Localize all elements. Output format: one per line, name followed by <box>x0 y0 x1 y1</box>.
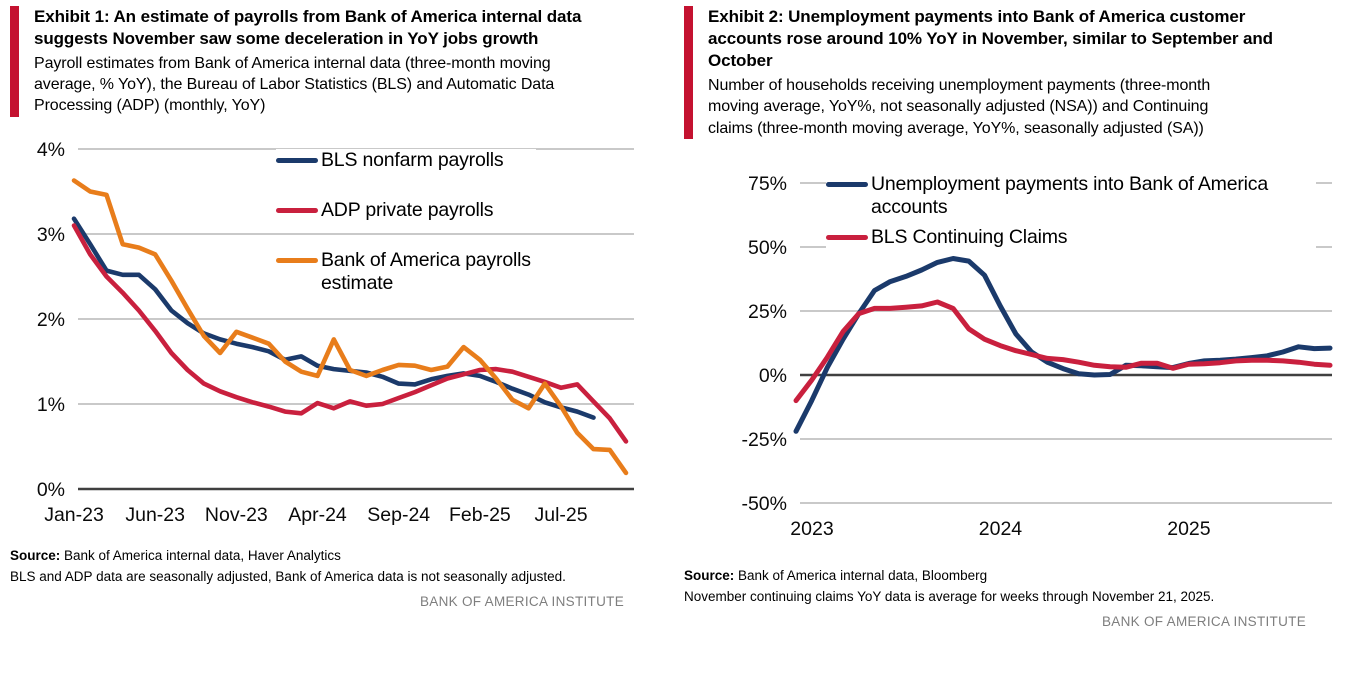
exhibit-1-subtitle: Payroll estimates from Bank of America i… <box>34 55 555 115</box>
exhibit-1-footnote: BLS and ADP data are seasonally adjusted… <box>10 569 566 585</box>
legend-label: BLS nonfarm payrolls <box>321 148 504 171</box>
exhibit-1-chart: 0% 1% 2% 3% 4% Jan-23 Jun-23 Nov-23 Apr-24 Sep-24… <box>10 137 662 529</box>
series-line-unemployment-payments-into-bank-of-america-accounts <box>793 255 1333 434</box>
exhibit-2-source-block: Source: Bank of America internal data, B… <box>684 565 1344 633</box>
series-line-bank-of-america-payrolls-estimate <box>71 177 629 475</box>
y-tick-label: 0% <box>37 479 65 501</box>
y-tick-label: 1% <box>37 394 65 416</box>
y-tick-label: -25% <box>741 429 787 451</box>
legend-label: ADP private payrolls <box>321 198 494 221</box>
series-line-bls-nonfarm-payrolls <box>71 215 596 420</box>
exhibit-2-chart: -50% -25% 0% 25% 50% 75% 2023 2024 2025 Unemploy… <box>684 169 1344 539</box>
legend-swatch <box>826 181 868 187</box>
source-label: Source: <box>10 547 61 563</box>
legend-swatch <box>826 234 868 240</box>
x-tick-label: Jan-23 <box>44 504 104 526</box>
y-tick-label: 75% <box>748 173 787 195</box>
exhibit-2-header-text: Exhibit 2: Unemployment payments into Ba… <box>708 6 1274 139</box>
legend-swatch <box>276 257 318 263</box>
legend-label: Unemployment payments into Bank of Ameri… <box>871 172 1268 218</box>
exhibit-1-source-line: Source: Bank of America internal data, H… <box>10 545 662 567</box>
exhibit-2-subtitle: Number of households receiving unemploym… <box>708 77 1211 137</box>
legend-label: Bank of America payrolls estimate <box>321 248 531 294</box>
series-line-adp-private-payrolls <box>71 222 629 444</box>
payrolls-chart-legend: BLS nonfarm payrolls ADP private payrolls… <box>276 148 536 322</box>
y-tick-label: -50% <box>741 493 787 515</box>
x-tick-label: Feb-25 <box>449 504 511 526</box>
exhibit-2-header: Exhibit 2: Unemployment payments into Ba… <box>684 6 1344 139</box>
exhibit-1-title: Exhibit 1: An estimate of payrolls from … <box>34 7 582 49</box>
exhibit-2-title: Exhibit 2: Unemployment payments into Ba… <box>708 7 1273 71</box>
x-tick-label: 2023 <box>790 518 833 539</box>
legend-item-unemployment-payments-into-bank-of-america-accounts: Unemployment payments into Bank of Ameri… <box>826 172 1316 219</box>
y-tick-label: 2% <box>37 309 65 331</box>
y-tick-label: 0% <box>759 365 787 387</box>
series-line-bls-continuing-claims <box>793 299 1333 403</box>
exhibit-2-accent-bar <box>684 6 693 139</box>
exhibit-2-source-line: Source: Bank of America internal data, B… <box>684 565 1344 587</box>
source-label: Source: <box>684 567 735 583</box>
exhibit-1-institute-label: BANK OF AMERICA INSTITUTE <box>419 593 624 609</box>
exhibit-1-source-block: Source: Bank of America internal data, H… <box>10 545 662 613</box>
legend-label: BLS Continuing Claims <box>871 225 1068 248</box>
legend-item-bls-continuing-claims: BLS Continuing Claims <box>826 225 1316 249</box>
x-tick-label: Jul-25 <box>534 504 587 526</box>
source-text: Bank of America internal data, Bloomberg <box>734 567 988 583</box>
exhibit-1: Exhibit 1: An estimate of payrolls from … <box>10 6 662 612</box>
y-tick-label: 3% <box>37 224 65 246</box>
exhibit-1-header-text: Exhibit 1: An estimate of payrolls from … <box>34 6 636 117</box>
y-tick-label: 25% <box>748 301 787 323</box>
legend-item-adp-private-payrolls: ADP private payrolls <box>276 198 536 222</box>
exhibit-1-accent-bar <box>10 6 19 117</box>
y-tick-label: 50% <box>748 237 787 259</box>
x-tick-label: Jun-23 <box>125 504 185 526</box>
exhibit-2: Exhibit 2: Unemployment payments into Ba… <box>684 6 1344 632</box>
y-tick-label: 4% <box>37 139 65 161</box>
legend-item-bls-nonfarm-payrolls: BLS nonfarm payrolls <box>276 148 536 172</box>
exhibit-1-header: Exhibit 1: An estimate of payrolls from … <box>10 6 662 117</box>
exhibit-2-footnote: November continuing claims YoY data is a… <box>684 589 1215 605</box>
legend-item-bank-of-america-payrolls-estimate: Bank of America payrolls estimate <box>276 248 536 295</box>
exhibit-2-institute-label: BANK OF AMERICA INSTITUTE <box>1101 613 1306 629</box>
x-tick-label: 2024 <box>979 518 1023 539</box>
unemployment-chart-legend: Unemployment payments into Bank of Ameri… <box>826 172 1316 256</box>
legend-swatch <box>276 157 318 163</box>
x-tick-label: 2025 <box>1167 518 1211 539</box>
source-text: Bank of America internal data, Haver Ana… <box>60 547 341 563</box>
x-tick-label: Sep-24 <box>367 504 430 526</box>
x-tick-label: Nov-23 <box>205 504 268 526</box>
x-tick-label: Apr-24 <box>288 504 347 526</box>
legend-swatch <box>276 207 318 213</box>
